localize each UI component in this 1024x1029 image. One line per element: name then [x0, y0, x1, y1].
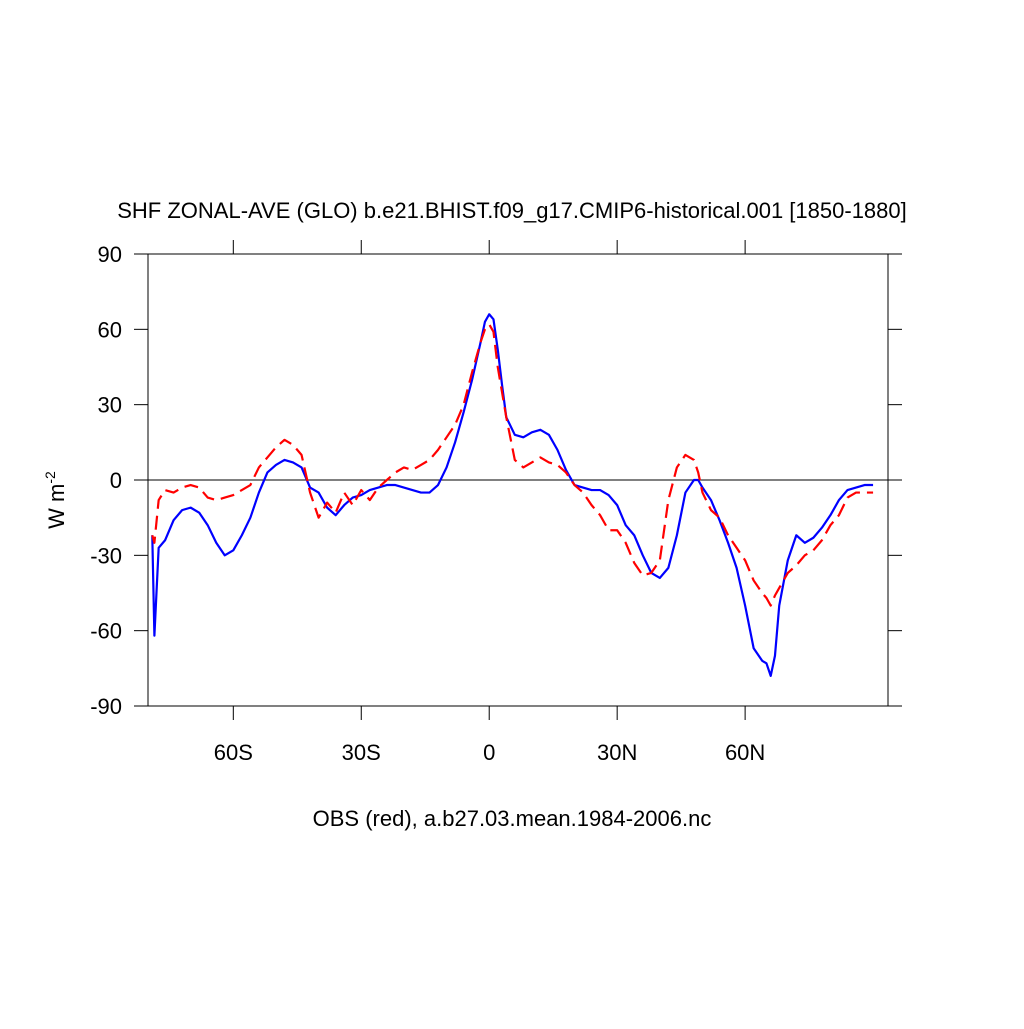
x-tick-label: 60S: [214, 740, 253, 765]
chart-title: SHF ZONAL-AVE (GLO) b.e21.BHIST.f09_g17.…: [117, 198, 907, 223]
y-axis-label: W m-2: [42, 471, 69, 529]
y-tick-label: 60: [98, 317, 122, 342]
data-line: [151, 323, 874, 607]
y-tick-label: -90: [90, 694, 122, 719]
y-tick-label: 30: [98, 393, 122, 418]
y-tick-label: -60: [90, 619, 122, 644]
y-label-sup: -2: [42, 471, 58, 484]
y-label-text: W m: [44, 484, 69, 529]
x-axis-label: OBS (red), a.b27.03.mean.1984-2006.nc: [313, 806, 712, 831]
x-tick-label: 30N: [597, 740, 637, 765]
x-tick-label: 0: [483, 740, 495, 765]
y-tick-label: -30: [90, 543, 122, 568]
x-tick-label: 30S: [342, 740, 381, 765]
y-tick-label: 90: [98, 242, 122, 267]
y-tick-label: 0: [110, 468, 122, 493]
x-tick-label: 60N: [725, 740, 765, 765]
